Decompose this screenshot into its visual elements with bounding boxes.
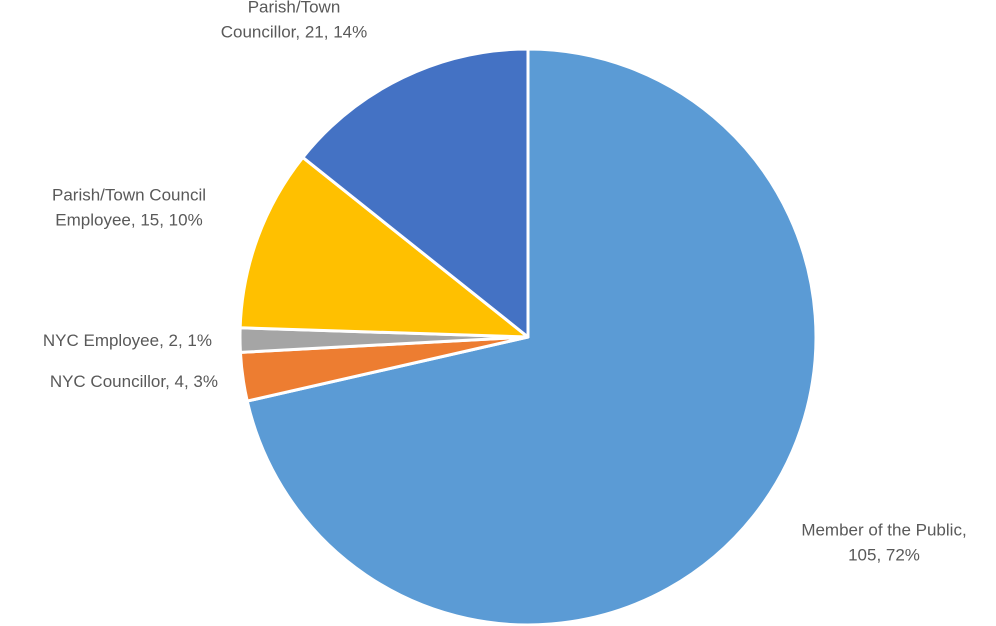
pie-slice-parish-town-council-employee bbox=[238, 155, 530, 339]
data-label-member-of-the-public: Member of the Public, 105, 72% bbox=[801, 521, 966, 565]
pie-slice-member-of-the-public bbox=[245, 47, 818, 626]
pie-slice-parish-town-councillor bbox=[301, 47, 530, 339]
data-label-parish-town-councillor: Parish/Town Councillor, 21, 14% bbox=[221, 0, 367, 42]
pie-labels: Member of the Public, 105, 72% NYC Council… bbox=[43, 0, 967, 565]
data-label-line: Employee, 15, 10% bbox=[55, 211, 202, 230]
data-label-line: Member of the Public, bbox=[801, 521, 966, 540]
data-label-nyc-councillor: NYC Councillor, 4, 3% bbox=[50, 372, 218, 391]
pie-slices bbox=[238, 47, 818, 626]
data-label-line: Parish/Town bbox=[248, 0, 341, 17]
data-label-parish-town-council-employee: Parish/Town Council Employee, 15, 10% bbox=[52, 186, 206, 230]
data-label-line: Parish/Town Council bbox=[52, 186, 206, 205]
data-label-line: NYC Employee, 2, 1% bbox=[43, 331, 212, 350]
data-label-nyc-employee: NYC Employee, 2, 1% bbox=[43, 331, 212, 350]
data-label-line: NYC Councillor, 4, 3% bbox=[50, 372, 218, 391]
data-label-line: Councillor, 21, 14% bbox=[221, 23, 367, 42]
data-label-line: 105, 72% bbox=[848, 546, 920, 565]
